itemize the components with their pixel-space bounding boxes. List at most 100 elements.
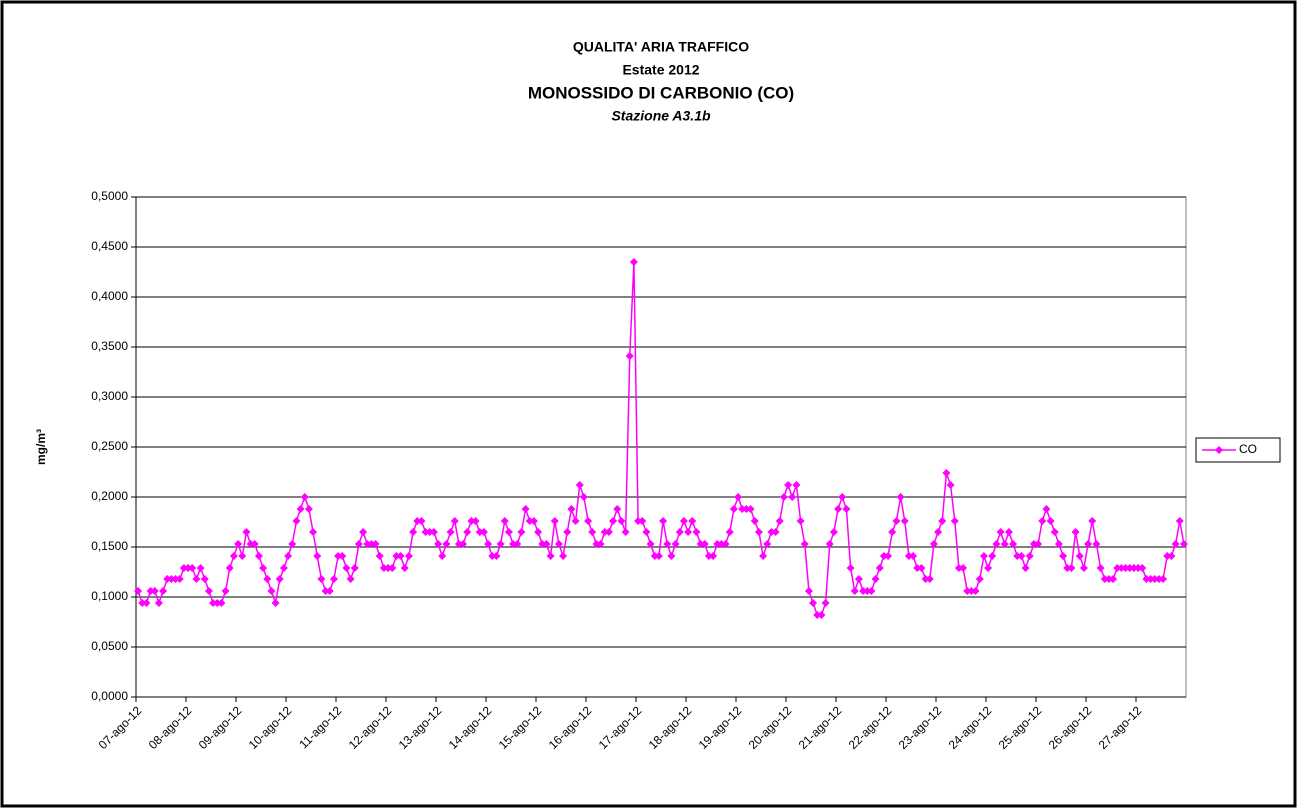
point-marker	[634, 517, 643, 525]
point-marker	[642, 528, 651, 536]
point-marker	[967, 587, 976, 595]
point-marker	[317, 575, 326, 583]
y-tick-label: 0,1000	[91, 589, 128, 603]
point-marker	[529, 517, 538, 525]
point-marker	[825, 540, 834, 548]
point-marker	[763, 540, 772, 548]
point-marker	[959, 564, 968, 572]
point-marker	[500, 517, 509, 525]
point-marker	[504, 528, 513, 536]
point-marker	[329, 575, 338, 583]
point-marker	[459, 540, 468, 548]
point-marker	[554, 540, 563, 548]
point-marker	[217, 599, 226, 607]
point-marker	[1004, 528, 1013, 536]
y-tick-label: 0,5000	[91, 189, 128, 203]
point-marker	[584, 517, 593, 525]
point-marker	[925, 575, 934, 583]
point-marker	[171, 575, 180, 583]
point-marker	[192, 575, 201, 583]
point-marker	[700, 540, 709, 548]
point-marker	[1017, 552, 1026, 560]
point-marker	[800, 540, 809, 548]
point-marker	[1084, 540, 1093, 548]
point-marker	[392, 552, 401, 560]
point-marker	[600, 528, 609, 536]
point-marker	[842, 505, 851, 513]
point-marker	[729, 505, 738, 513]
point-marker	[446, 528, 455, 536]
point-marker	[1071, 528, 1080, 536]
point-marker	[738, 505, 747, 513]
point-marker	[717, 540, 726, 548]
point-marker	[696, 540, 705, 548]
point-marker	[454, 540, 463, 548]
point-marker	[1146, 575, 1155, 583]
point-marker	[259, 564, 268, 572]
point-marker	[1046, 517, 1055, 525]
point-marker	[1013, 552, 1022, 560]
y-tick-label: 0,2000	[91, 489, 128, 503]
point-marker	[388, 564, 397, 572]
point-marker	[513, 540, 522, 548]
point-marker	[292, 517, 301, 525]
point-marker	[442, 540, 451, 548]
point-marker	[846, 564, 855, 572]
y-tick-label: 0,4500	[91, 239, 128, 253]
point-marker	[525, 517, 534, 525]
point-marker	[884, 552, 893, 560]
y-tick-label: 0,2500	[91, 439, 128, 453]
point-marker	[996, 528, 1005, 536]
chart-title: QUALITA' ARIA TRAFFICO	[573, 39, 749, 55]
point-marker	[821, 599, 830, 607]
point-marker	[146, 587, 155, 595]
point-marker	[1159, 575, 1168, 583]
point-marker	[404, 552, 413, 560]
point-marker	[1125, 564, 1134, 572]
point-marker	[279, 564, 288, 572]
point-marker	[142, 599, 151, 607]
point-marker	[938, 517, 947, 525]
point-marker	[229, 552, 238, 560]
point-marker	[204, 587, 213, 595]
point-marker	[309, 528, 318, 536]
point-marker	[221, 587, 230, 595]
point-marker	[942, 469, 951, 477]
point-marker	[334, 552, 343, 560]
point-marker	[379, 564, 388, 572]
point-marker	[784, 481, 793, 489]
point-marker	[138, 599, 147, 607]
point-marker	[746, 505, 755, 513]
point-marker	[1171, 540, 1180, 548]
point-marker	[734, 493, 743, 501]
point-marker	[804, 587, 813, 595]
point-marker	[1129, 564, 1138, 572]
point-marker	[409, 528, 418, 536]
point-marker	[284, 552, 293, 560]
y-tick-label: 0,4000	[91, 289, 128, 303]
point-marker	[463, 528, 472, 536]
point-marker	[413, 517, 422, 525]
point-marker	[1134, 564, 1143, 572]
point-marker	[963, 587, 972, 595]
point-marker	[325, 587, 334, 595]
point-marker	[950, 517, 959, 525]
point-marker	[771, 528, 780, 536]
point-marker	[621, 528, 630, 536]
point-marker	[1154, 575, 1163, 583]
point-marker	[421, 528, 430, 536]
point-marker	[496, 540, 505, 548]
point-marker	[1034, 540, 1043, 548]
chart-subtitle: Estate 2012	[622, 62, 699, 78]
point-marker	[167, 575, 176, 583]
point-marker	[150, 587, 159, 595]
point-marker	[359, 528, 368, 536]
point-marker	[450, 517, 459, 525]
point-marker	[396, 552, 405, 560]
point-marker	[538, 540, 547, 548]
point-marker	[1029, 540, 1038, 548]
point-marker	[246, 540, 255, 548]
point-marker	[1009, 540, 1018, 548]
point-marker	[1138, 564, 1147, 572]
